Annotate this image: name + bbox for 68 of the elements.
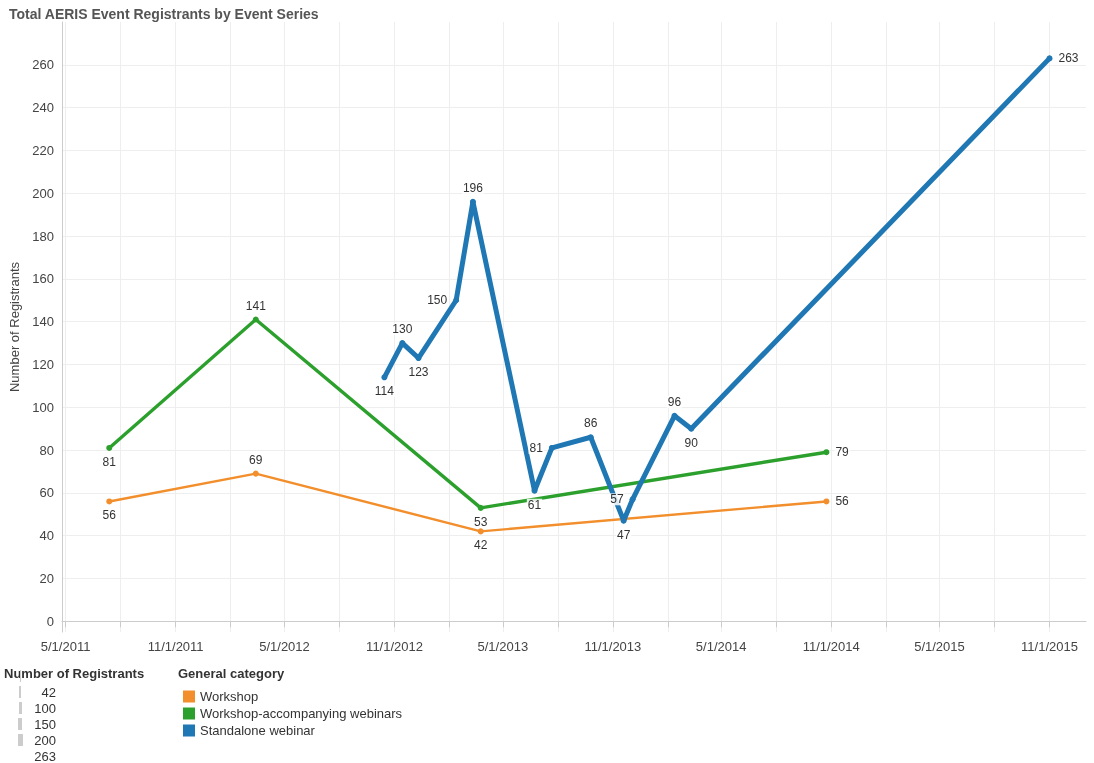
y-tick-label: 200 <box>32 185 54 201</box>
point <box>629 496 636 503</box>
y-tick-label: 180 <box>32 228 54 244</box>
point <box>477 504 484 511</box>
point <box>823 449 830 456</box>
x-tick-label: 5/1/2015 <box>914 639 965 654</box>
y-tick-label: 120 <box>32 356 54 372</box>
data-label: 114 <box>374 384 395 399</box>
point <box>381 374 388 381</box>
y-axis-title: Number of Registrants <box>7 261 23 393</box>
text: 263 <box>34 748 56 763</box>
data-label: 57 <box>610 492 624 507</box>
data-label: 123 <box>408 365 429 380</box>
data-label: 81 <box>102 454 117 469</box>
data-label: 56 <box>102 508 117 523</box>
x-tick-label: 5/1/2013 <box>477 639 529 654</box>
point <box>252 316 259 323</box>
y-tick-label: 100 <box>32 399 54 415</box>
y-tick-label: 160 <box>32 271 54 287</box>
data-label: 79 <box>835 445 850 460</box>
point <box>469 198 476 205</box>
data-label: 69 <box>249 452 263 467</box>
y-tick-label: 220 <box>32 142 54 158</box>
chart-title: Total AERIS Event Registrants by Event Series <box>9 6 319 22</box>
point <box>477 528 484 535</box>
x-tick-label: 5/1/2014 <box>695 639 747 654</box>
x-tick-label: 11/1/2013 <box>584 639 642 654</box>
legend-label: Standalone webinar <box>200 723 316 738</box>
x-tick-label: 11/1/2015 <box>1021 639 1078 654</box>
legend-label: Workshop-accompanying webinars <box>200 706 403 721</box>
data-label: 90 <box>684 435 699 450</box>
y-tick-label: 0 <box>46 613 54 629</box>
y-tick-label: 260 <box>32 57 54 73</box>
data-label: 150 <box>427 293 448 308</box>
data-label: 56 <box>835 494 850 509</box>
point <box>823 498 830 505</box>
text: 150 <box>34 716 56 732</box>
data-label: 42 <box>474 538 488 553</box>
data-label: 196 <box>462 180 484 195</box>
y-tick-label: 60 <box>39 485 54 501</box>
legend-label: Workshop <box>200 689 259 704</box>
data-label: 47 <box>616 527 631 542</box>
x-tick-label: 11/1/2014 <box>802 639 860 654</box>
point <box>252 470 259 477</box>
point <box>106 444 113 451</box>
y-tick-label: 240 <box>32 100 54 116</box>
legend-title: General category <box>178 666 285 681</box>
data-label: 130 <box>392 322 413 337</box>
point <box>106 498 113 505</box>
y-tick-label: 20 <box>39 570 54 586</box>
point <box>453 297 460 304</box>
data-label: 61 <box>527 497 542 512</box>
data-label: 81 <box>529 440 544 455</box>
data-label: 96 <box>667 394 682 409</box>
point <box>548 444 555 451</box>
x-tick-label: 11/1/2012 <box>366 639 423 654</box>
data-label: 141 <box>245 298 267 313</box>
data-label: 53 <box>474 514 488 529</box>
x-tick-label: 5/1/2012 <box>259 639 310 654</box>
data-label: 263 <box>1058 51 1079 66</box>
y-tick-label: 40 <box>39 528 54 544</box>
text: Number of Registrants <box>4 666 145 681</box>
data-label: 86 <box>584 416 598 431</box>
x-tick-label: 5/1/2011 <box>40 639 91 654</box>
text: 42 <box>41 684 56 700</box>
x-tick-label: 11/1/2011 <box>147 639 204 654</box>
y-tick-label: 140 <box>32 314 54 330</box>
y-tick-label: 80 <box>39 442 54 458</box>
